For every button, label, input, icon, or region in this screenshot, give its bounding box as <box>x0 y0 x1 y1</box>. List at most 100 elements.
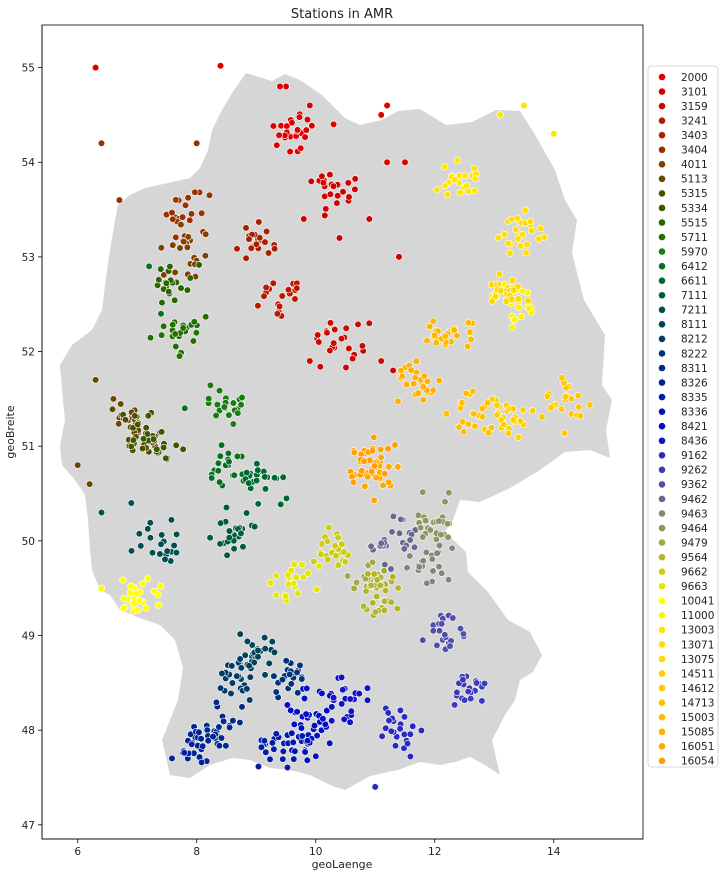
station-point <box>514 433 522 441</box>
legend-label: 8335 <box>681 392 708 404</box>
station-point <box>435 517 443 525</box>
station-point <box>272 730 280 738</box>
station-point <box>521 206 529 214</box>
station-point <box>350 448 358 457</box>
station-point <box>337 335 346 343</box>
station-point <box>134 606 142 614</box>
legend-label: 15085 <box>681 727 714 739</box>
station-point <box>509 286 518 294</box>
station-point <box>377 453 385 462</box>
station-point <box>330 339 338 347</box>
station-point <box>462 389 470 398</box>
station-point <box>494 234 502 242</box>
station-point <box>251 522 259 531</box>
station-point <box>567 410 575 418</box>
station-point <box>550 130 558 138</box>
legend-marker <box>658 262 666 271</box>
station-point <box>377 111 385 119</box>
legend-marker <box>658 626 666 634</box>
legend-label: 3403 <box>681 130 708 142</box>
station-point <box>237 664 245 672</box>
station-point <box>438 569 446 577</box>
station-point <box>176 244 184 252</box>
station-point <box>508 323 516 331</box>
station-point <box>391 441 399 449</box>
station-point <box>268 739 277 747</box>
station-point <box>473 679 481 687</box>
station-point <box>119 604 128 612</box>
station-point <box>400 545 408 553</box>
station-point <box>324 556 332 564</box>
legend-label: 14713 <box>681 697 714 709</box>
station-point <box>358 342 367 350</box>
station-point <box>466 328 474 336</box>
station-point <box>162 279 170 287</box>
station-point <box>157 582 165 590</box>
station-point <box>283 763 292 772</box>
station-point <box>455 423 463 431</box>
station-point <box>315 562 323 570</box>
station-point <box>306 101 314 110</box>
station-point <box>385 716 393 725</box>
station-point <box>246 673 254 681</box>
legend-label: 7211 <box>681 305 708 317</box>
station-point <box>479 413 487 421</box>
station-point <box>150 435 158 443</box>
station-point <box>272 572 280 580</box>
station-point <box>417 726 426 735</box>
station-point <box>255 218 263 226</box>
station-point <box>369 599 377 607</box>
station-point <box>310 721 319 730</box>
station-point <box>411 374 419 382</box>
legend-label: 9362 <box>681 479 708 491</box>
x-tick-label: 8 <box>193 846 200 858</box>
station-point <box>245 235 253 243</box>
station-point <box>464 319 473 327</box>
station-point <box>150 587 158 595</box>
station-point <box>484 399 492 407</box>
station-point <box>155 601 163 609</box>
station-point <box>367 581 375 590</box>
station-point <box>406 552 414 560</box>
station-point <box>238 703 246 711</box>
station-point <box>223 551 231 559</box>
station-point <box>294 589 302 597</box>
station-point <box>391 742 400 750</box>
station-point <box>132 590 140 598</box>
station-point <box>347 707 355 715</box>
station-point <box>229 420 237 428</box>
station-point <box>284 571 292 579</box>
station-point <box>227 689 235 698</box>
station-point <box>332 552 340 560</box>
station-point <box>166 262 174 271</box>
legend-marker <box>658 393 666 401</box>
station-point <box>283 701 292 709</box>
legend-label: 8311 <box>681 363 708 375</box>
station-point <box>508 215 516 223</box>
station-point <box>426 323 434 331</box>
station-point <box>514 295 523 303</box>
station-point <box>406 730 414 738</box>
legend-marker <box>658 640 666 649</box>
station-point <box>406 752 415 761</box>
station-point <box>323 329 331 337</box>
station-point <box>172 441 180 449</box>
station-point <box>160 271 168 279</box>
station-point <box>298 675 306 683</box>
station-point <box>383 101 391 110</box>
station-point <box>297 144 305 152</box>
station-point <box>349 355 357 363</box>
station-point <box>500 231 509 239</box>
station-point <box>493 411 501 419</box>
station-point <box>319 179 328 187</box>
station-point <box>183 286 191 294</box>
station-point <box>351 185 359 193</box>
station-point <box>422 516 430 525</box>
legend-label: 9162 <box>681 450 708 462</box>
y-tick-label: 49 <box>22 631 35 643</box>
station-point <box>243 469 251 477</box>
station-point <box>419 488 427 496</box>
station-point <box>171 296 179 304</box>
station-point <box>148 549 157 557</box>
legend-label: 5334 <box>681 203 708 215</box>
